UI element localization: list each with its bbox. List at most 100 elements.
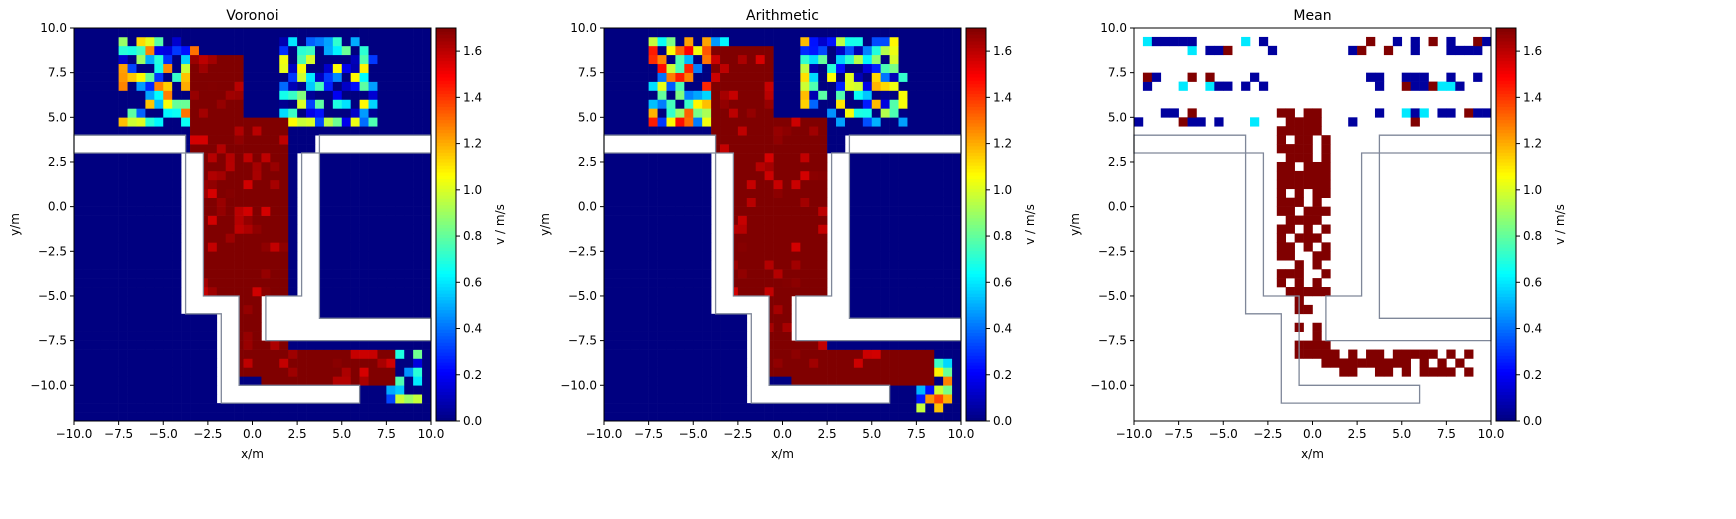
- heatmap-cell: [630, 358, 640, 368]
- heatmap-cell: [252, 224, 262, 234]
- heatmap-cell: [773, 117, 783, 127]
- heatmap-cell: [395, 304, 405, 315]
- heatmap-cell: [127, 224, 137, 234]
- heatmap-cell: [684, 197, 694, 207]
- heatmap-cell: [109, 161, 119, 172]
- heatmap-cell: [693, 394, 703, 404]
- heatmap-cell: [243, 376, 253, 386]
- heatmap-cell: [368, 295, 378, 306]
- heatmap-cell: [252, 108, 262, 118]
- colorbar-swatch: [966, 67, 986, 71]
- heatmap-cell: [925, 287, 935, 297]
- heatmap-cell: [127, 251, 137, 261]
- heatmap-cell: [341, 206, 351, 216]
- colorbar-swatch: [436, 407, 456, 412]
- heatmap-cell: [288, 161, 298, 172]
- heatmap-cell: [225, 403, 235, 413]
- colorbar-swatch: [436, 83, 456, 88]
- heatmap-cell: [109, 224, 119, 234]
- heatmap-cell: [827, 349, 837, 359]
- heatmap-cell: [1455, 358, 1465, 368]
- heatmap-cell: [413, 260, 423, 270]
- heatmap-cell: [377, 215, 387, 225]
- heatmap-cell: [413, 340, 423, 350]
- heatmap-cell: [234, 170, 244, 181]
- heatmap-cell: [395, 170, 405, 181]
- heatmap-cell: [386, 28, 396, 38]
- heatmap-cell: [907, 108, 917, 118]
- heatmap-cell: [145, 36, 155, 47]
- heatmap-cell: [952, 278, 962, 288]
- heatmap-cell: [952, 99, 962, 109]
- heatmap-cell: [225, 206, 235, 216]
- heatmap-cell: [871, 287, 881, 297]
- heatmap-cell: [234, 144, 244, 154]
- heatmap-cell: [279, 170, 289, 181]
- heatmap-cell: [109, 313, 119, 324]
- colorbar-swatch: [1496, 332, 1516, 337]
- x-tick-label: −7.5: [1164, 427, 1193, 441]
- heatmap-cell: [809, 224, 819, 234]
- heatmap-cell: [91, 287, 102, 297]
- heatmap-cell: [657, 161, 667, 172]
- heatmap-cell: [666, 90, 676, 100]
- heatmap-cell: [836, 81, 846, 91]
- heatmap-cell: [791, 117, 801, 127]
- heatmap-cell: [934, 251, 944, 261]
- heatmap-cell: [386, 72, 396, 82]
- heatmap-cell: [880, 358, 890, 368]
- heatmap-cell: [207, 54, 218, 65]
- heatmap-cell: [359, 153, 369, 163]
- heatmap-cell: [648, 322, 658, 332]
- heatmap-cell: [621, 251, 632, 261]
- colorbar-swatch: [436, 378, 456, 383]
- heatmap-cell: [737, 144, 748, 154]
- heatmap-cell: [261, 233, 271, 243]
- colorbar-swatch: [966, 122, 986, 127]
- heatmap-cell: [612, 242, 623, 252]
- heatmap-cell: [422, 170, 432, 181]
- heatmap-cell: [907, 304, 917, 315]
- heatmap-cell: [190, 54, 200, 65]
- heatmap-cell: [871, 278, 881, 288]
- colorbar-swatch: [966, 322, 986, 327]
- heatmap-cell: [1446, 81, 1456, 91]
- heatmap-cell: [172, 412, 182, 422]
- heatmap-cell: [154, 63, 164, 73]
- heatmap-cell: [916, 233, 926, 243]
- heatmap-cell: [422, 385, 432, 395]
- heatmap-cell: [934, 126, 944, 136]
- heatmap-cell: [270, 117, 280, 127]
- colorbar-swatch: [436, 37, 456, 42]
- heatmap-cell: [809, 278, 819, 288]
- heatmap-cell: [666, 242, 676, 252]
- heatmap-cell: [693, 331, 703, 341]
- heatmap-cell: [818, 403, 828, 413]
- heatmap-cell: [395, 153, 405, 163]
- heatmap-cell: [666, 72, 676, 82]
- heatmap-cell: [91, 242, 102, 252]
- heatmap-cell: [782, 179, 792, 190]
- heatmap-cell: [386, 63, 396, 73]
- colorbar-swatch: [966, 162, 986, 166]
- heatmap-cell: [386, 242, 396, 252]
- heatmap-cell: [91, 81, 102, 91]
- heatmap-cell: [907, 90, 917, 100]
- heatmap-cell: [827, 126, 837, 136]
- heatmap-cell: [243, 90, 253, 100]
- heatmap-cell: [800, 72, 810, 82]
- heatmap-cell: [413, 385, 423, 395]
- heatmap-cell: [630, 54, 640, 65]
- heatmap-cell: [898, 188, 908, 198]
- heatmap-cell: [422, 215, 432, 225]
- heatmap-cell: [154, 233, 164, 243]
- heatmap-cell: [350, 63, 360, 73]
- colorbar-swatch: [436, 306, 456, 311]
- heatmap-cell: [737, 313, 748, 324]
- heatmap-cell: [925, 81, 935, 91]
- heatmap-cell: [702, 215, 712, 225]
- heatmap-cell: [612, 331, 623, 341]
- heatmap-cell: [225, 287, 235, 297]
- chart-panel-2: −10.0 −7.5 −5.0 −2.5 0.0 2.5 5.0 7.5 10.0−10.0−7…: [538, 8, 1037, 461]
- colorbar-swatch: [1496, 388, 1516, 392]
